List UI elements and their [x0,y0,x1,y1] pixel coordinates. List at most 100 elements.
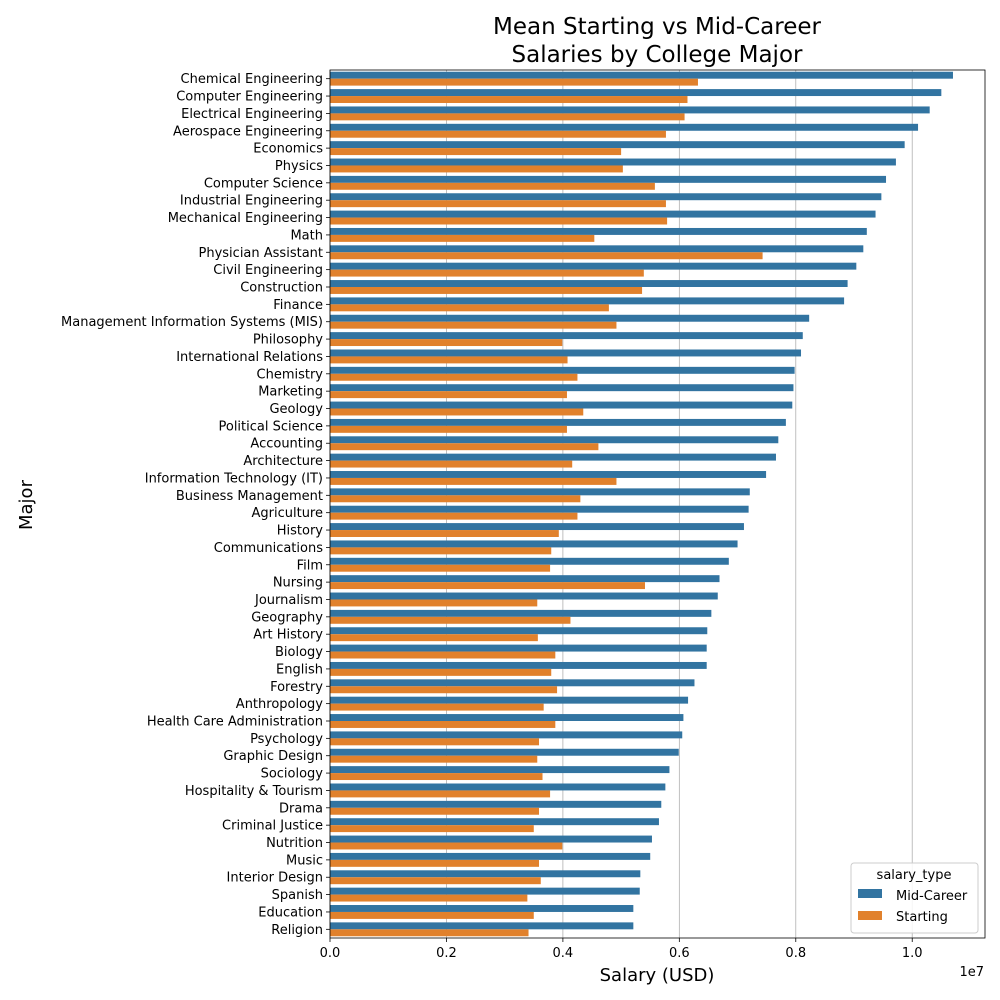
chart-title-line-1: Mean Starting vs Mid-Career [493,14,821,40]
y-tick-label-history: History [277,524,324,539]
y-axis-label: Major [16,479,37,530]
y-tick-label-architecture: Architecture [243,454,323,469]
y-tick-label-construction: Construction [240,281,323,296]
x-tick-label-4: 0.8 [785,946,806,961]
bar-starting-finance [330,304,609,312]
y-tick-label-communications: Communications [214,541,323,556]
x-axis-label: Salary (USD) [600,965,715,986]
bar-starting-graphic-design [330,755,538,763]
legend-label-mid-career: Mid-Career [896,889,968,904]
bar-starting-philosophy [330,339,563,347]
bar-mid-career-construction [330,280,848,287]
bar-mid-career-graphic-design [330,748,679,756]
y-tick-label-accounting: Accounting [250,437,323,452]
bar-starting-chemistry [330,373,578,381]
x-tick-label-2: 0.4 [553,946,574,961]
bar-starting-computer-science [330,182,655,190]
bar-mid-career-economics [330,141,905,149]
bar-starting-physician-assistant [330,252,763,260]
bar-mid-career-criminal-justice [330,818,659,826]
bar-starting-geology [330,408,584,416]
y-tick-label-hospitality-tourism: Hospitality & Tourism [185,784,323,799]
bar-starting-nutrition [330,842,563,850]
bar-starting-health-care-administration [330,721,556,728]
y-tick-label-electrical-engineering: Electrical Engineering [181,107,323,122]
y-tick-label-industrial-engineering: Industrial Engineering [180,194,323,209]
bar-mid-career-business-management [330,488,750,496]
bar-mid-career-film [330,557,729,565]
bar-starting-nursing [330,582,645,590]
legend-swatch-starting [858,911,882,920]
bar-mid-career-management-information-systems-mis [330,314,810,322]
bar-starting-construction [330,287,643,294]
bar-mid-career-international-relations [330,349,802,357]
y-tick-label-economics: Economics [253,142,323,157]
legend: salary_type Mid-Career Starting [850,862,979,934]
plot-frame [329,69,986,939]
y-tick-label-chemistry: Chemistry [257,367,324,382]
axes [329,69,986,939]
bar-starting-geography [330,616,571,624]
x-tick-label-3: 0.6 [669,946,690,961]
bar-mid-career-religion [330,922,634,930]
bar-mid-career-health-care-administration [330,714,684,721]
bar-mid-career-education [330,905,634,912]
bar-starting-psychology [330,738,540,746]
x-tick-label-5: 1.0 [902,946,923,961]
bar-starting-aerospace-engineering [330,130,666,138]
bar-mid-career-electrical-engineering [330,106,930,114]
y-tick-label-geography: Geography [251,610,323,625]
bar-mid-career-marketing [330,384,794,392]
y-tick-label-criminal-justice: Criminal Justice [222,819,323,834]
y-tick-label-information-technology-it: Information Technology (IT) [145,471,323,486]
bar-mid-career-forestry [330,679,695,687]
bar-mid-career-geography [330,609,712,617]
bar-starting-education [330,911,534,919]
y-tick-label-nutrition: Nutrition [266,836,323,851]
legend-swatch-mid-career [858,889,882,898]
bar-starting-accounting [330,443,599,451]
bar-mid-career-history [330,523,744,531]
bar-mid-career-physics [330,158,896,166]
bar-mid-career-english [330,661,707,669]
bar-starting-industrial-engineering [330,200,666,208]
y-tick-label-finance: Finance [273,298,323,313]
bar-mid-career-interior-design [330,870,641,878]
y-tick-label-political-science: Political Science [218,419,323,434]
x-ticks: 0.0 0.2 0.4 0.6 0.8 1.0 [320,938,923,961]
bar-starting-architecture [330,460,573,468]
bar-starting-anthropology [330,703,544,711]
y-tick-label-international-relations: International Relations [176,350,323,365]
bar-mid-career-computer-engineering [330,89,942,97]
bar-mid-career-music [330,852,651,860]
bar-starting-english [330,668,552,676]
bar-starting-journalism [330,599,538,607]
y-tick-label-music: Music [286,853,323,868]
bar-mid-career-computer-science [330,175,887,183]
legend-frame [850,862,979,934]
y-tick-label-business-management: Business Management [176,489,323,504]
bar-mid-career-finance [330,297,845,305]
y-tick-label-religion: Religion [271,923,323,938]
y-tick-label-graphic-design: Graphic Design [223,749,323,764]
bar-starting-art-history [330,634,538,642]
y-tick-label-psychology: Psychology [250,732,323,747]
y-tick-label-biology: Biology [275,645,323,660]
y-tick-label-education: Education [258,905,323,920]
bar-mid-career-art-history [330,627,708,635]
y-tick-label-geology: Geology [269,402,323,417]
bar-starting-mechanical-engineering [330,217,668,225]
bar-starting-marketing [330,391,567,399]
y-tick-label-computer-engineering: Computer Engineering [176,90,323,105]
y-tick-label-chemical-engineering: Chemical Engineering [181,72,323,87]
bars [330,71,953,937]
bar-mid-career-architecture [330,453,776,461]
x-axis-offset-label: 1e7 [959,965,984,980]
bar-mid-career-chemistry [330,366,795,374]
bar-mid-career-biology [330,644,707,652]
bar-mid-career-nutrition [330,835,652,843]
bar-starting-chemical-engineering [330,78,698,86]
bar-starting-economics [330,148,622,156]
bar-starting-political-science [330,425,567,433]
bar-starting-film [330,564,551,572]
